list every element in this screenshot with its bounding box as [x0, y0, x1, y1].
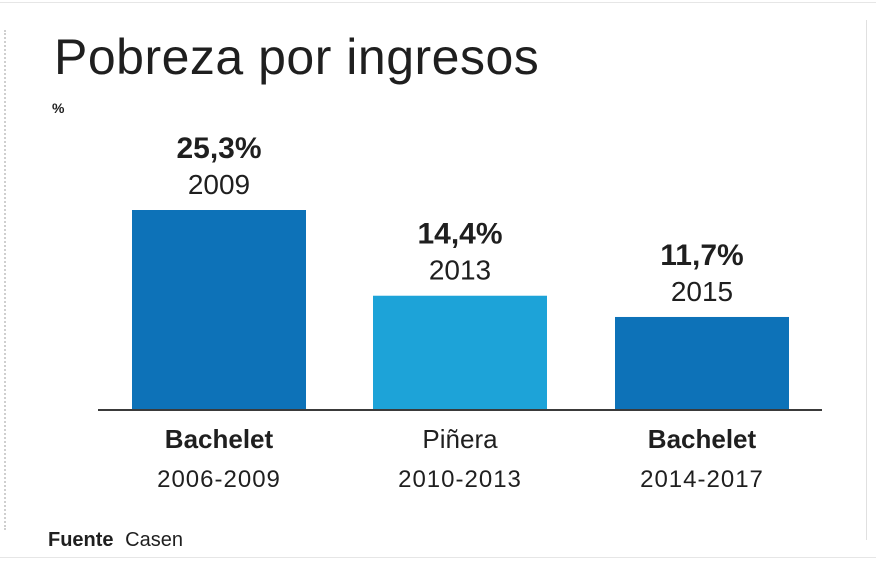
source-note: Fuente Casen: [48, 529, 183, 552]
left-dotted-edge: [4, 30, 6, 530]
category-president-label-3: Bachelet: [648, 424, 757, 454]
category-period-label-2: 2010-2013: [398, 466, 522, 493]
category-president-label-2: Piñera: [422, 424, 498, 454]
chart-title: Pobreza por ingresos: [54, 29, 540, 85]
category-period-label-3: 2014-2017: [640, 466, 764, 493]
bar-year-label-3: 2015: [671, 276, 733, 307]
source-value: Casen: [125, 529, 183, 551]
bar-year-label-2: 2013: [429, 255, 491, 286]
source-label: Fuente: [48, 529, 114, 551]
bar-value-label-1: 25,3%: [176, 132, 261, 165]
bottom-divider: [0, 557, 876, 558]
bar-year-label-1: 2009: [188, 169, 250, 200]
bar-value-label-2: 14,4%: [417, 218, 502, 251]
right-edge: [866, 20, 867, 540]
bar-1: [132, 210, 306, 409]
category-president-label-1: Bachelet: [165, 424, 274, 454]
category-period-label-1: 2006-2009: [157, 466, 281, 493]
unit-label: %: [52, 100, 65, 116]
bar-value-label-3: 11,7%: [660, 239, 743, 272]
top-divider: [0, 2, 876, 3]
bar-3: [615, 316, 789, 409]
bar-2: [373, 295, 547, 409]
